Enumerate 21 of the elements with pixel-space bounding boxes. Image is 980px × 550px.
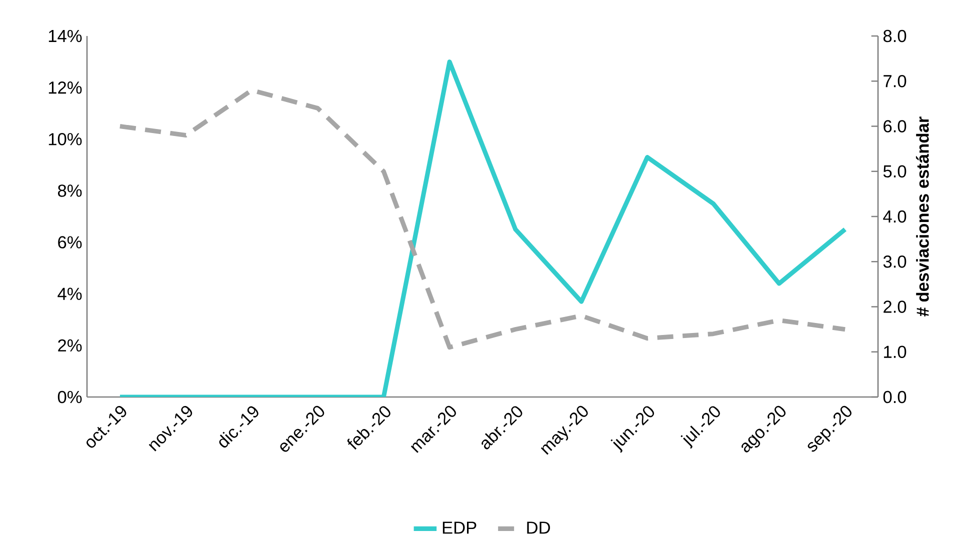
y2-tick-label: 1.0 bbox=[884, 346, 906, 358]
y-tick-label: 2% bbox=[58, 339, 82, 352]
legend-label: EDP bbox=[442, 522, 476, 534]
y2-tick-label: 4.0 bbox=[883, 210, 906, 223]
y-tick-label: 4% bbox=[58, 288, 82, 300]
y-tick-label: 8% bbox=[58, 184, 82, 197]
y2-tick-label: 6.0 bbox=[884, 120, 906, 132]
y2-axis-title: # desviaciones estándar bbox=[916, 116, 929, 316]
y2-tick-label: 5.0 bbox=[883, 165, 906, 178]
y2-tick-label: 8.0 bbox=[883, 30, 906, 42]
line-series bbox=[118, 88, 848, 350]
y-tick-label: 0% bbox=[58, 390, 82, 404]
y-tick-label: 10% bbox=[48, 133, 82, 146]
y2-tick-label: 7.0 bbox=[884, 74, 906, 88]
y2-tick-label: 3.0 bbox=[883, 255, 906, 268]
y2-tick-label: 2.0 bbox=[884, 300, 906, 313]
y2-tick-label: 0.0 bbox=[883, 390, 906, 404]
y-tick-label: 14% bbox=[48, 30, 82, 42]
y-tick-label: 12% bbox=[48, 81, 82, 94]
y-tick-label: 6% bbox=[58, 236, 82, 248]
legend-label: DD bbox=[527, 522, 550, 534]
